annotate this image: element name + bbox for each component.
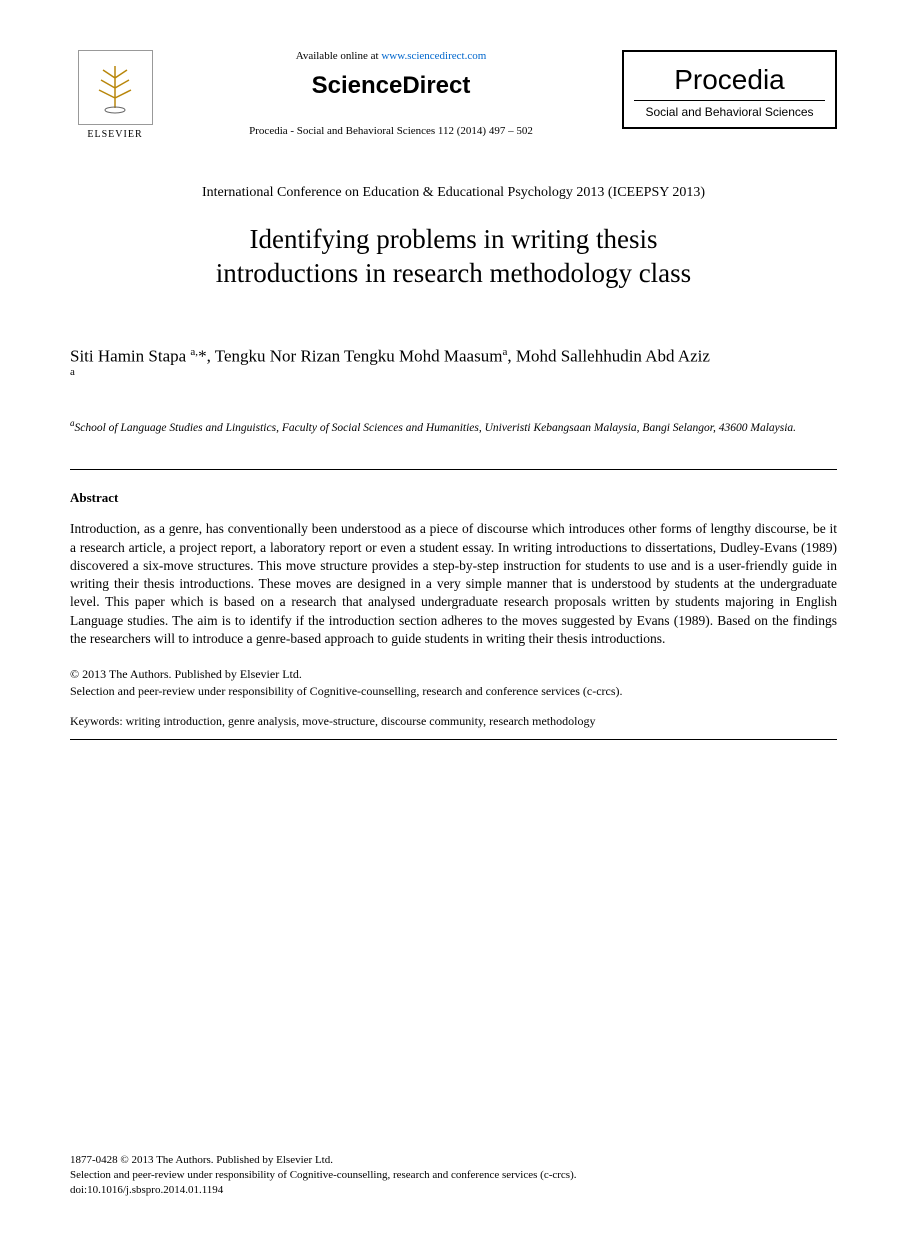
sciencedirect-url[interactable]: www.sciencedirect.com [381,50,486,62]
publisher-logo-block: ELSEVIER [70,50,160,140]
abstract-heading: Abstract [70,490,837,506]
available-online-line: Available online at www.sciencedirect.co… [296,50,487,62]
footer-doi: doi:10.1016/j.sbspro.2014.01.1194 [70,1183,837,1198]
journal-brand-box: Procedia Social and Behavioral Sciences [622,50,837,129]
keywords-line: Keywords: writing introduction, genre an… [70,714,837,729]
journal-reference: Procedia - Social and Behavioral Science… [249,125,533,137]
author-1-affil-sup: a, [190,346,198,358]
author-3: Mohd Sallehhudin Abd Aziz [516,346,710,365]
rule-top [70,469,837,470]
author-1: Siti Hamin Stapa [70,346,190,365]
author-2: Tengku Nor Rizan Tengku Mohd Maasum [215,346,503,365]
abstract-text: Introduction, as a genre, has convention… [70,520,837,648]
author-3-affil-sup: a [70,366,75,378]
keywords-text: writing introduction, genre analysis, mo… [126,714,596,728]
procedia-subtitle: Social and Behavioral Sciences [634,100,825,119]
header-row: ELSEVIER Available online at www.science… [70,50,837,140]
procedia-title: Procedia [634,64,825,96]
authors-line: Siti Hamin Stapa a,*, Tengku Nor Rizan T… [70,346,837,387]
title-line-1: Identifying problems in writing thesis [250,224,658,254]
header-center: Available online at www.sciencedirect.co… [160,50,622,137]
affiliation-text: School of Language Studies and Linguisti… [75,422,797,434]
footer-peer-review: Selection and peer-review under responsi… [70,1168,837,1183]
available-prefix: Available online at [296,50,382,62]
sciencedirect-logo-text: ScienceDirect [312,72,471,99]
copyright-line-2: Selection and peer-review under responsi… [70,683,837,700]
affiliation-block: aSchool of Language Studies and Linguist… [70,415,837,440]
footer-issn-copyright: 1877-0428 © 2013 The Authors. Published … [70,1153,837,1168]
sciencedirect-logo: ScienceDirect [312,72,471,100]
elsevier-tree-icon [78,50,153,125]
author-sep-2: , [507,346,516,365]
paper-title: Identifying problems in writing thesis i… [70,223,837,291]
title-line-2: introductions in research methodology cl… [216,258,691,288]
copyright-block: © 2013 The Authors. Published by Elsevie… [70,666,837,700]
footer-block: 1877-0428 © 2013 The Authors. Published … [70,1153,837,1198]
conference-name: International Conference on Education & … [70,185,837,201]
author-1-corresponding-mark: * [198,346,207,365]
elsevier-label: ELSEVIER [87,129,142,140]
copyright-line-1: © 2013 The Authors. Published by Elsevie… [70,666,837,683]
rule-bottom [70,739,837,740]
keywords-label: Keywords: [70,714,126,728]
author-sep-1: , [207,346,215,365]
